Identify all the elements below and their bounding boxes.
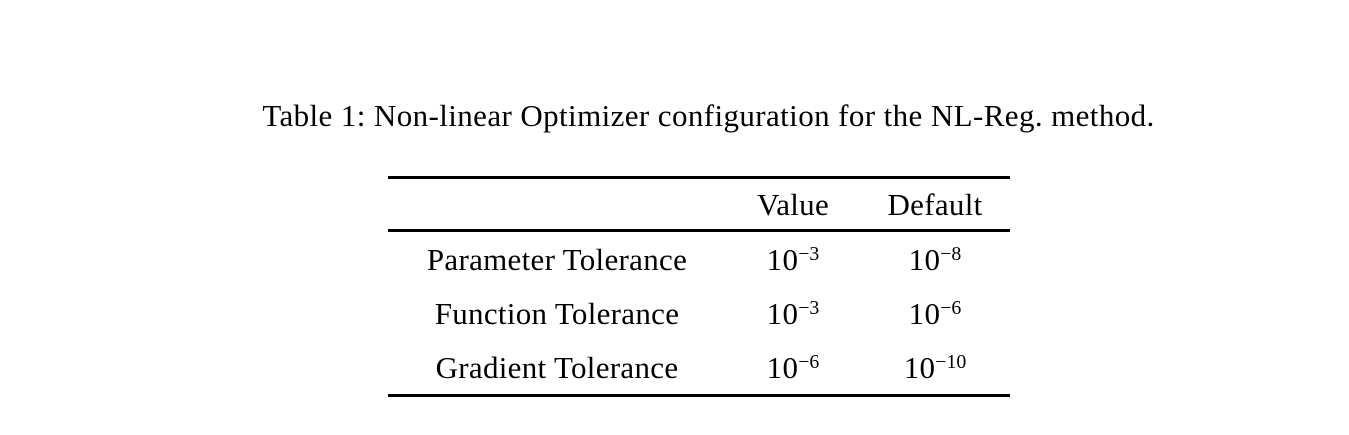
table-row-gradient-tolerance: Gradient Tolerance 10−6 10−10: [388, 340, 1010, 394]
default-base: 10: [908, 241, 941, 277]
optimizer-config-table: Value Default Parameter Tolerance 10−3 1…: [388, 176, 1010, 397]
table-mid-rule: [388, 229, 1010, 232]
value-exponent: −3: [798, 242, 820, 265]
default-base: 10: [908, 295, 941, 331]
row-default: 10−10: [860, 352, 1010, 383]
row-value: 10−6: [726, 352, 860, 383]
row-label: Parameter Tolerance: [426, 241, 688, 277]
row-value: 10−3: [726, 298, 860, 329]
table-row-parameter-tolerance: Parameter Tolerance 10−3 10−8: [388, 232, 1010, 286]
value-base: 10: [766, 241, 799, 277]
table-caption: Table 1: Non-linear Optimizer configurat…: [262, 98, 1155, 133]
table-top-rule: [388, 176, 1010, 179]
table-bottom-rule: [388, 394, 1010, 397]
table-row-function-tolerance: Function Tolerance 10−3 10−6: [388, 286, 1010, 340]
value-exponent: −3: [798, 296, 820, 319]
row-default: 10−8: [860, 244, 1010, 275]
value-base: 10: [766, 295, 799, 331]
default-exponent: −10: [935, 350, 967, 373]
header-default-column: Default: [887, 186, 983, 222]
row-label: Gradient Tolerance: [435, 349, 679, 385]
default-exponent: −8: [940, 242, 962, 265]
row-label: Function Tolerance: [434, 295, 680, 331]
default-base: 10: [903, 349, 936, 385]
value-base: 10: [766, 349, 799, 385]
table-header-row: Value Default: [388, 179, 1010, 229]
row-default: 10−6: [860, 298, 1010, 329]
header-value-column: Value: [756, 186, 830, 222]
value-exponent: −6: [798, 350, 820, 373]
row-value: 10−3: [726, 244, 860, 275]
default-exponent: −6: [940, 296, 962, 319]
